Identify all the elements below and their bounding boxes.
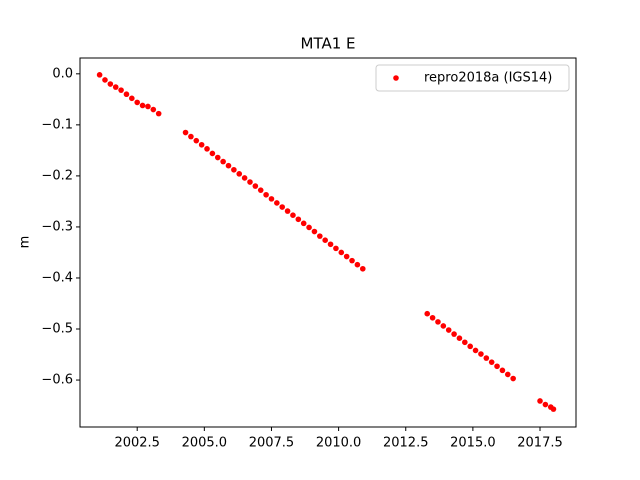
data-point [268, 196, 275, 202]
data-point [435, 319, 441, 325]
data-point [279, 204, 286, 210]
data-point [456, 335, 463, 341]
y-tick-label: −0.4 [41, 270, 73, 285]
data-point [123, 91, 130, 98]
data-point [478, 351, 484, 357]
data-point [306, 224, 312, 231]
x-tick-label: 2015.0 [450, 436, 496, 451]
data-point [359, 265, 366, 272]
data-point [247, 179, 253, 185]
data-point [317, 233, 323, 239]
data-point [198, 141, 205, 148]
data-point [252, 183, 259, 189]
data-point [499, 367, 506, 374]
data-point [96, 72, 103, 78]
data-point [214, 154, 221, 161]
x-tick-label: 2007.5 [249, 436, 295, 451]
x-tick-label: 2012.5 [383, 436, 429, 451]
data-point [102, 77, 108, 83]
data-point [424, 310, 431, 317]
data-point [354, 261, 361, 268]
data-point [338, 249, 345, 256]
y-tick-label: −0.6 [41, 373, 73, 388]
data-point [118, 87, 124, 93]
chart-title: MTA1 E [301, 35, 356, 53]
data-point [550, 406, 557, 412]
y-tick-label: −0.5 [41, 322, 73, 337]
data-point [537, 398, 543, 404]
data-point [311, 228, 318, 235]
data-point [257, 187, 264, 193]
data-point [284, 208, 291, 214]
x-tick-label: 2010.0 [316, 436, 362, 451]
data-point [300, 220, 307, 227]
data-point [343, 253, 350, 260]
data-point [349, 257, 355, 264]
data-point [182, 129, 189, 136]
legend-marker [393, 75, 399, 81]
data-point [494, 363, 500, 370]
data-point [263, 191, 269, 198]
y-tick-label: −0.1 [41, 117, 73, 132]
y-axis-label: m [18, 236, 33, 249]
data-point [155, 110, 162, 117]
data-point [231, 166, 237, 173]
data-point [241, 175, 248, 181]
data-point [112, 84, 119, 90]
data-point [483, 355, 490, 361]
data-point [188, 133, 194, 140]
data-point [322, 237, 328, 244]
y-tick-label: −0.3 [41, 219, 73, 234]
y-tick-label: −0.2 [41, 168, 73, 183]
data-point [107, 81, 114, 87]
data-point [327, 241, 334, 248]
data-point [209, 150, 216, 157]
x-tick-label: 2017.5 [517, 436, 563, 451]
data-point [295, 216, 302, 223]
data-point [193, 137, 200, 144]
data-point [139, 102, 146, 109]
data-point [333, 245, 339, 252]
data-point [145, 103, 151, 110]
data-point [429, 314, 436, 321]
data-point [488, 359, 495, 365]
data-point [462, 339, 468, 346]
y-tick-label: 0.0 [52, 66, 73, 81]
data-point [542, 401, 549, 408]
data-point [236, 171, 243, 177]
x-tick-label: 2002.5 [114, 436, 160, 451]
data-point [472, 347, 479, 354]
data-point [225, 162, 232, 169]
data-point [274, 200, 280, 206]
legend-label: repro2018a (IGS14) [424, 71, 552, 86]
x-tick-label: 2005.0 [182, 436, 228, 451]
plot-frame [79, 57, 577, 428]
data-point [290, 212, 296, 218]
data-point [445, 327, 452, 333]
data-point [204, 146, 210, 152]
data-point [510, 375, 516, 382]
data-point [440, 323, 447, 329]
data-point [467, 343, 473, 350]
data-point [220, 158, 226, 165]
data-point [150, 106, 157, 113]
data-point [134, 99, 140, 106]
legend-box [375, 64, 570, 92]
data-point [129, 95, 135, 102]
data-point [451, 331, 457, 337]
data-point [504, 371, 511, 378]
